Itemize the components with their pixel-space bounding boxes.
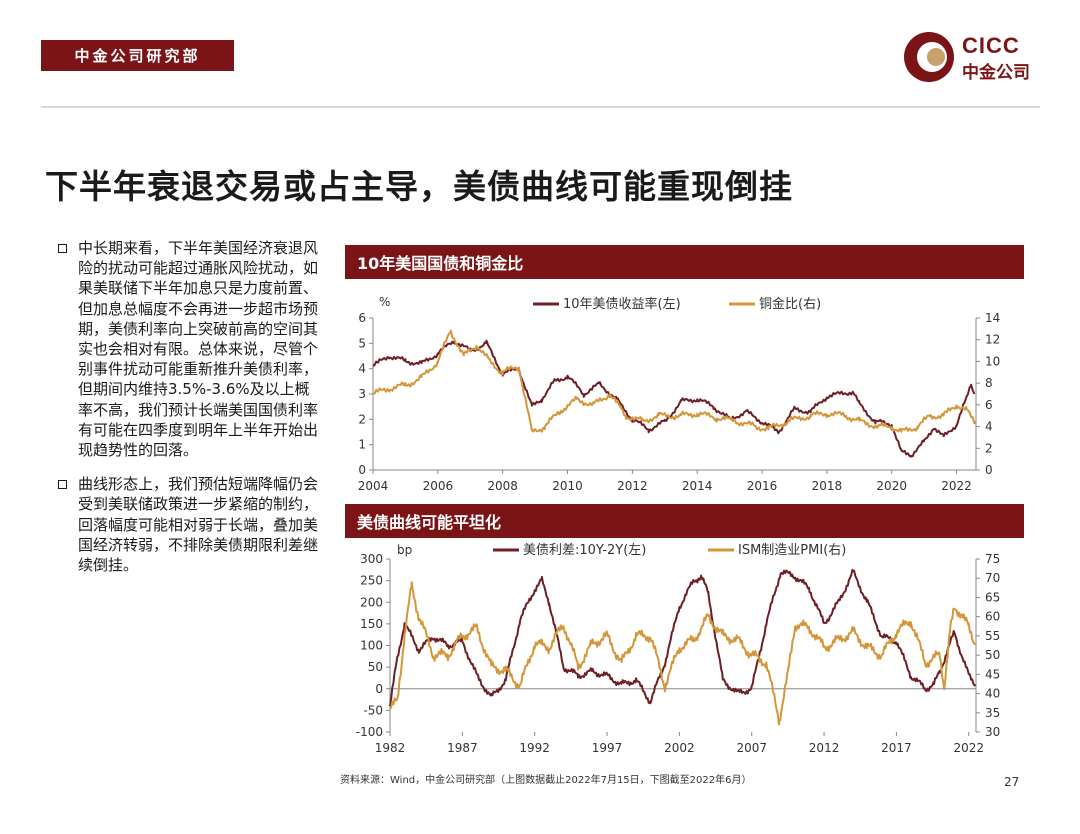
chart1-left-tick-label: 1: [358, 438, 366, 452]
chart1-right-tick-label: 10: [985, 354, 1000, 368]
bullet-square-icon: [58, 480, 67, 490]
page-title: 下半年衰退交易或占主导，美债曲线可能重现倒挂: [45, 167, 793, 206]
chart1-x-tick-label: 2004: [358, 479, 389, 493]
chart2-left-tick-label: 100: [360, 639, 383, 653]
chart2-svg: -100 -50 0 50 100 150 200 250 300 30 35 40 45 50 55 60 6…: [356, 543, 1001, 755]
chart1-x-tick-label: 2010: [552, 479, 583, 493]
chart1-x-tick-label: 2022: [941, 479, 972, 493]
logo-text-cn: 中金公司: [962, 63, 1030, 83]
chart2-left-tick-label: 150: [360, 617, 383, 631]
chart1-x-tick-label: 2014: [682, 479, 713, 493]
chart2-x-tick-label: 1982: [375, 741, 406, 755]
chart2-x-tick-label: 1987: [447, 741, 478, 755]
source-note: 资料来源：Wind，中金公司研究部（上图数据截止2022年7月15日，下图截至2…: [340, 775, 752, 786]
chart1-right-tick-label: 4: [985, 420, 993, 434]
chart1-series-1-line: [372, 339, 976, 458]
bullet-square-icon: [58, 244, 67, 253]
chart2-left-tick-label: -50: [363, 703, 383, 717]
chart1-x-tick-label: 2020: [876, 479, 907, 493]
chart1-x-tick-label: 2006: [423, 479, 454, 493]
chart1-x-tick-label: 2008: [487, 479, 518, 493]
chart1-x-tick-label: 2018: [812, 479, 843, 493]
chart2-right-tick-label: 65: [985, 590, 1000, 604]
chart1-left-tick-label: 2: [358, 412, 366, 426]
chart2-right-tick-label: 30: [985, 725, 1000, 739]
chart2-right-tick-label: 35: [985, 706, 1000, 720]
chart1-series-2-line: [372, 329, 976, 433]
chart2-right-tick-label: 40: [985, 687, 1000, 701]
bullet-list: 中长期来看，下半年美国经济衰退风险的扰动可能超过通胀风险扰动，如果美联储下半年加…: [58, 238, 320, 589]
chart1-right-tick-label: 14: [985, 311, 1000, 325]
chart1-right-tick-label: 12: [985, 333, 1000, 347]
chart1-x-tick-label: 2012: [617, 479, 648, 493]
chart2-x-tick-label: 1997: [592, 741, 623, 755]
chart2-left-tick-label: -100: [356, 725, 383, 739]
chart2-series-2-line: [389, 581, 976, 726]
chart2-right-tick-label: 45: [985, 667, 1000, 681]
chart1-legend-label-1: 10年美债收益率(左): [563, 296, 681, 312]
chart2-left-tick-label: 200: [360, 595, 383, 609]
cicc-logo-icon: [904, 32, 954, 82]
bullet-text: 曲线形态上，我们预估短端降幅仍会受到美联储政策进一步紧缩的制约，回落幅度可能相对…: [78, 475, 319, 575]
chart1-left-tick-label: 4: [358, 362, 366, 376]
chart2-x-tick-label: 2012: [809, 741, 840, 755]
chart1-legend-label-2: 铜金比(右): [759, 296, 821, 312]
chart2-right-tick-label: 50: [985, 648, 1000, 662]
chart1-left-tick-label: 3: [358, 387, 366, 401]
chart2-right-tick-label: 55: [985, 629, 1000, 643]
chart1-left-tick-label: 5: [358, 336, 366, 350]
chart2-x-tick-label: 2002: [664, 741, 695, 755]
header-divider: [41, 106, 1040, 108]
chart1-right-tick-label: 0: [985, 463, 993, 477]
chart2-x-tick-label: 2007: [736, 741, 767, 755]
chart1-title-bar: 10年美国国债和铜金比: [345, 245, 1024, 279]
chart2-legend-label-1: 美债利差:10Y-2Y(左): [523, 543, 646, 558]
chart2-right-tick-label: 70: [985, 571, 1000, 585]
bullet-item: 中长期来看，下半年美国经济衰退风险的扰动可能超过通胀风险扰动，如果美联储下半年加…: [58, 238, 320, 460]
chart2-right-tick-label: 75: [985, 552, 1000, 566]
chart1-left-tick-label: 0: [358, 463, 366, 477]
chart1-left-tick-label: 6: [358, 311, 366, 325]
page-number: 27: [1004, 775, 1020, 789]
chart2-x-tick-label: 2022: [953, 741, 984, 755]
cicc-logo: CICC 中金公司: [902, 30, 1042, 84]
chart1-right-tick-label: 8: [985, 376, 993, 390]
chart1-right-tick-label: 2: [985, 441, 993, 455]
chart2-left-tick-label: 0: [375, 682, 383, 696]
chart2-left-unit: bp: [397, 543, 412, 557]
chart2-left-tick-label: 300: [360, 552, 383, 566]
department-tag: 中金公司研究部: [41, 40, 234, 71]
logo-text-en: CICC: [962, 33, 1020, 58]
chart1-right-tick-label: 6: [985, 398, 993, 412]
chart1-left-unit: %: [379, 295, 390, 309]
chart2-x-tick-label: 2017: [881, 741, 912, 755]
bullet-text: 中长期来看，下半年美国经济衰退风险的扰动可能超过通胀风险扰动，如果美联储下半年加…: [78, 239, 319, 460]
chart2-series-1-line: [389, 568, 977, 707]
chart1-x-tick-label: 2016: [747, 479, 778, 493]
chart2-x-tick-label: 1992: [519, 741, 550, 755]
chart2-right-tick-label: 60: [985, 610, 1000, 624]
chart2-title-bar: 美债曲线可能平坦化: [345, 504, 1024, 538]
chart2-left-tick-label: 250: [360, 574, 383, 588]
bullet-item: 曲线形态上，我们预估短端降幅仍会受到美联储政策进一步紧缩的制约，回落幅度可能相对…: [58, 474, 320, 575]
chart2-legend-label-2: ISM制造业PMI(右): [738, 543, 846, 558]
chart2-left-tick-label: 50: [368, 660, 383, 674]
